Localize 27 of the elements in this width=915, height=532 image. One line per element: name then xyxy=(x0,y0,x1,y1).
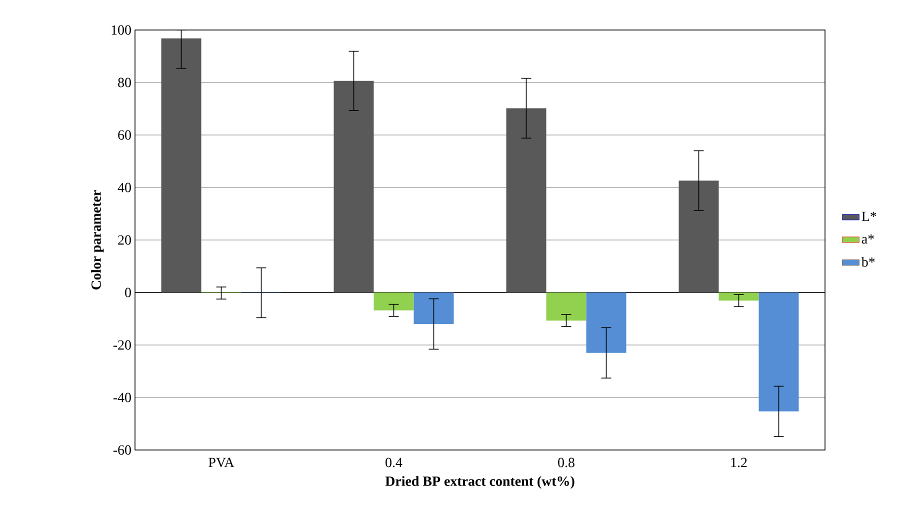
x-axis-title: Dried BP extract content (wt%) xyxy=(385,476,574,489)
y-tick-label: 100 xyxy=(112,25,131,35)
bar xyxy=(758,292,799,412)
y-tick-label: 40 xyxy=(118,182,131,192)
bar xyxy=(374,292,414,310)
legend-label: a* xyxy=(862,234,874,244)
bar xyxy=(718,292,759,301)
bar xyxy=(161,38,202,292)
bar xyxy=(334,80,374,292)
legend-label: L* xyxy=(862,212,876,221)
y-tick-label: 20 xyxy=(118,235,131,245)
bar xyxy=(586,292,626,353)
y-tick-label: -40 xyxy=(113,392,131,402)
x-tick-label: PVA xyxy=(208,458,234,468)
x-tick-label: 0.8 xyxy=(558,458,574,468)
x-tick-label: 1.2 xyxy=(731,458,747,468)
bar xyxy=(506,108,546,292)
y-tick-label: 80 xyxy=(118,78,131,88)
y-tick-label: 60 xyxy=(118,130,131,140)
y-tick-label: -20 xyxy=(113,340,131,350)
y-tick-label: -60 xyxy=(113,445,131,455)
y-tick-label: 0 xyxy=(125,288,131,298)
bar xyxy=(546,292,586,321)
legend-label: b* xyxy=(861,256,875,267)
bar xyxy=(678,180,719,292)
x-tick-label: 0.4 xyxy=(386,458,402,468)
y-axis-title: Color parameter xyxy=(91,190,104,290)
